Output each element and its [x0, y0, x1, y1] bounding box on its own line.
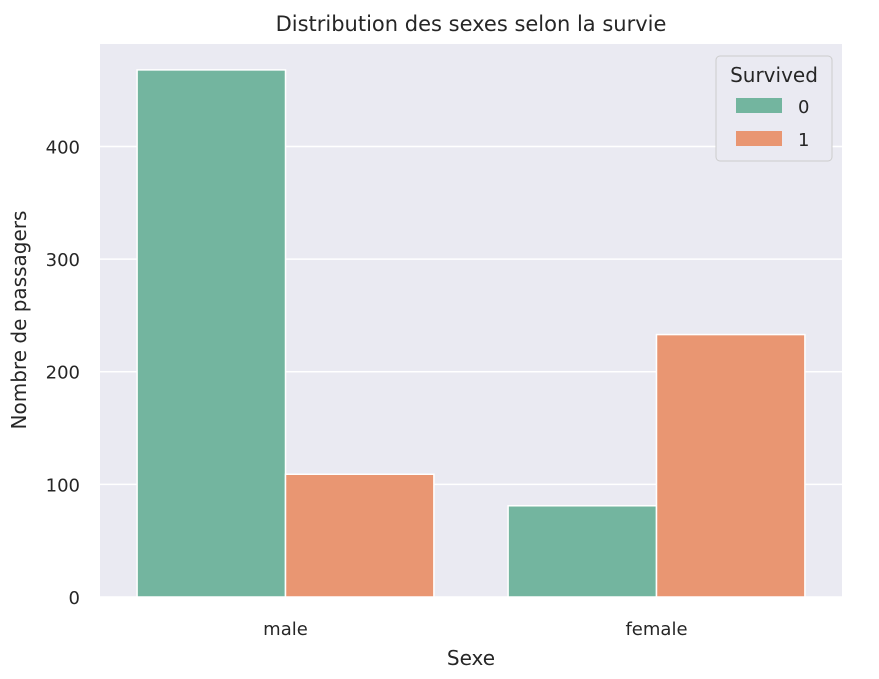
y-tick-label: 100 — [46, 475, 80, 496]
legend-swatch-0 — [736, 98, 782, 113]
legend: Survived 0 1 — [715, 55, 833, 162]
bar-female-survived-1 — [655, 333, 806, 598]
x-tick-labels: male female — [263, 619, 687, 640]
legend-title: Survived — [730, 63, 818, 87]
bars — [136, 69, 806, 598]
chart-title: Distribution des sexes selon la survie — [276, 12, 667, 36]
bar-female-survived-0 — [507, 505, 658, 598]
x-tick-label-male: male — [263, 619, 308, 640]
bar-male-survived-0 — [136, 69, 287, 598]
y-tick-label: 300 — [46, 250, 80, 271]
y-axis-label: Nombre de passagers — [7, 211, 31, 430]
y-tick-label: 200 — [46, 363, 80, 384]
legend-swatch-1 — [736, 131, 782, 146]
legend-label-1: 1 — [798, 130, 809, 151]
y-tick-label: 0 — [69, 588, 80, 609]
y-tick-label: 400 — [46, 137, 80, 158]
x-axis-label: Sexe — [447, 646, 495, 670]
legend-label-0: 0 — [798, 97, 809, 118]
bar-male-survived-1 — [284, 473, 435, 598]
y-tick-labels: 0 100 200 300 400 — [46, 137, 80, 609]
x-tick-label-female: female — [625, 619, 687, 640]
